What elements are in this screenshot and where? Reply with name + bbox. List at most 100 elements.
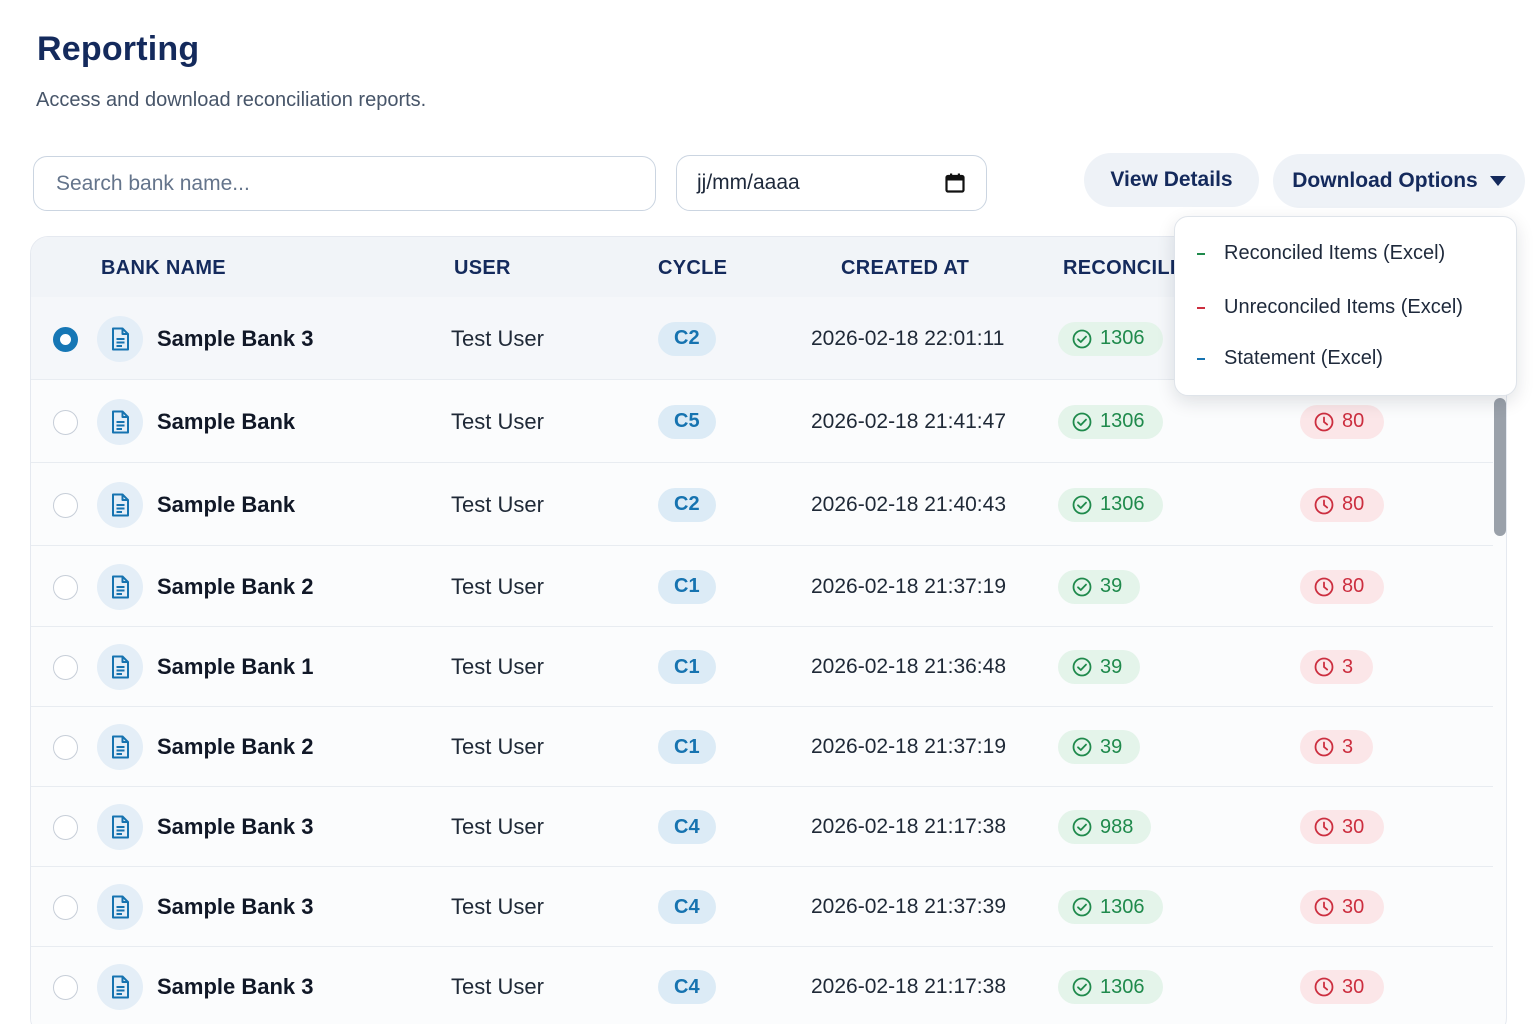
table-row[interactable]: Sample Bank Test User C2 2026-02-18 21:40:4… [31, 463, 1493, 546]
cycle-badge: C2 [658, 321, 716, 356]
clock-circle-icon [1314, 412, 1334, 432]
document-icon [97, 481, 143, 528]
menu-item-label: Unreconciled Items (Excel) [1224, 296, 1463, 318]
check-circle-icon [1072, 495, 1092, 515]
menu-item-reconciled-excel[interactable]: Reconciled Items (Excel) [1197, 242, 1445, 265]
reconciled-count: 39 [1100, 655, 1123, 678]
unreconciled-count: 30 [1342, 975, 1365, 998]
clock-circle-icon [1314, 657, 1334, 677]
search-box [33, 156, 656, 211]
document-icon [97, 315, 143, 362]
check-circle-icon [1072, 657, 1092, 677]
unreconciled-count: 80 [1342, 410, 1365, 432]
document-icon [97, 804, 143, 850]
unreconciled-count: 3 [1342, 735, 1354, 758]
clock-circle-icon [1314, 977, 1334, 997]
check-circle-icon [1072, 577, 1092, 597]
reconciled-count-badge: 1306 [1058, 890, 1163, 924]
caret-down-icon [1489, 176, 1506, 186]
check-circle-icon [1072, 412, 1092, 432]
reconciled-count: 1306 [1100, 493, 1145, 515]
cycle-badge: C4 [658, 890, 716, 924]
reconciled-count: 1306 [1100, 327, 1145, 349]
reconciled-count-badge: 39 [1058, 650, 1141, 684]
menu-item-label: Statement (Excel) [1224, 347, 1383, 369]
unreconciled-count-badge: 30 [1300, 810, 1385, 844]
clock-circle-icon [1314, 577, 1334, 597]
reconciled-count: 1306 [1100, 975, 1145, 998]
row-select-radio[interactable] [53, 815, 78, 840]
column-header-created-at[interactable]: CREATED AT [841, 257, 970, 279]
created-at-cell: 2026-02-18 21:17:38 [811, 815, 1006, 838]
document-icon [97, 884, 143, 930]
calendar-icon[interactable] [944, 172, 966, 194]
row-select-radio[interactable] [53, 735, 78, 760]
user-cell: Test User [451, 734, 544, 759]
row-select-radio[interactable] [53, 895, 78, 920]
cycle-badge: C1 [658, 730, 716, 764]
view-details-button[interactable]: View Details [1084, 153, 1259, 207]
cycle-badge: C2 [658, 487, 716, 522]
table-row[interactable]: Sample Bank 2 Test User C1 2026-02-18 21:37… [31, 546, 1493, 627]
clock-circle-icon [1314, 897, 1334, 917]
menu-item-statement-excel[interactable]: Statement (Excel) [1197, 347, 1383, 370]
row-select-radio[interactable] [53, 975, 78, 1000]
column-header-user[interactable]: USER [454, 257, 511, 279]
user-cell: Test User [451, 573, 544, 599]
table-row[interactable]: Sample Bank 3 Test User C4 2026-02-18 21:17… [31, 947, 1493, 1024]
menu-item-unreconciled-excel[interactable]: Unreconciled Items (Excel) [1197, 296, 1463, 319]
row-select-radio[interactable] [53, 574, 78, 600]
document-icon [97, 644, 143, 690]
user-cell: Test User [451, 408, 544, 434]
page-subtitle: Access and download reconciliation repor… [36, 89, 427, 111]
table-row[interactable]: Sample Bank 1 Test User C1 2026-02-18 21:36… [31, 627, 1493, 707]
reports-table: BANK NAME USER CYCLE CREATED AT RECONCIL… [30, 236, 1507, 1024]
table-row[interactable]: Sample Bank 2 Test User C1 2026-02-18 21:37… [31, 707, 1493, 787]
dash-icon [1197, 306, 1205, 309]
scrollbar-thumb[interactable] [1494, 398, 1506, 536]
column-header-cycle[interactable]: CYCLE [658, 257, 728, 279]
user-cell: Test User [451, 325, 544, 351]
created-at-cell: 2026-02-18 21:37:39 [811, 895, 1006, 918]
check-circle-icon [1072, 897, 1092, 917]
bank-name-cell: Sample Bank [157, 491, 296, 517]
cycle-badge: C1 [658, 569, 716, 604]
user-cell: Test User [451, 814, 544, 839]
bank-name-cell: Sample Bank 3 [157, 325, 314, 351]
column-header-reconciled[interactable]: RECONCILE [1063, 257, 1184, 279]
document-icon [97, 724, 143, 770]
check-circle-icon [1072, 977, 1092, 997]
check-circle-icon [1072, 737, 1092, 757]
created-at-cell: 2026-02-18 21:41:47 [811, 409, 1006, 433]
document-icon [97, 563, 143, 610]
user-cell: Test User [451, 894, 544, 919]
date-filter[interactable]: jj/mm/aaaa [676, 155, 987, 211]
unreconciled-count-badge: 80 [1300, 404, 1385, 439]
search-input[interactable] [34, 157, 655, 210]
row-select-radio[interactable] [53, 409, 78, 435]
reconciled-count-badge: 1306 [1058, 404, 1163, 439]
unreconciled-count-badge: 30 [1300, 970, 1385, 1004]
user-cell: Test User [451, 491, 544, 517]
reconciled-count: 1306 [1100, 410, 1145, 432]
row-select-radio[interactable] [53, 326, 78, 352]
bank-name-cell: Sample Bank 2 [157, 573, 314, 599]
unreconciled-count: 3 [1342, 655, 1354, 678]
reconciled-count-badge: 988 [1058, 810, 1152, 844]
cycle-badge: C1 [658, 650, 716, 684]
unreconciled-count-badge: 3 [1300, 650, 1374, 684]
column-header-bank-name[interactable]: BANK NAME [101, 257, 226, 279]
row-select-radio[interactable] [53, 492, 78, 518]
created-at-cell: 2026-02-18 21:37:19 [811, 574, 1006, 598]
bank-name-cell: Sample Bank 3 [157, 814, 314, 839]
download-options-button[interactable]: Download Options [1273, 154, 1525, 208]
page-title: Reporting [37, 30, 200, 68]
reconciled-count: 39 [1100, 575, 1123, 597]
reconciled-count-badge: 1306 [1058, 487, 1163, 522]
reconciled-count-badge: 1306 [1058, 970, 1163, 1004]
row-select-radio[interactable] [53, 655, 78, 680]
clock-circle-icon [1314, 817, 1334, 837]
table-row[interactable]: Sample Bank 3 Test User C4 2026-02-18 21:37… [31, 867, 1493, 947]
table-row[interactable]: Sample Bank 3 Test User C4 2026-02-18 21:17… [31, 787, 1493, 867]
reconciled-count-badge: 39 [1058, 730, 1141, 764]
